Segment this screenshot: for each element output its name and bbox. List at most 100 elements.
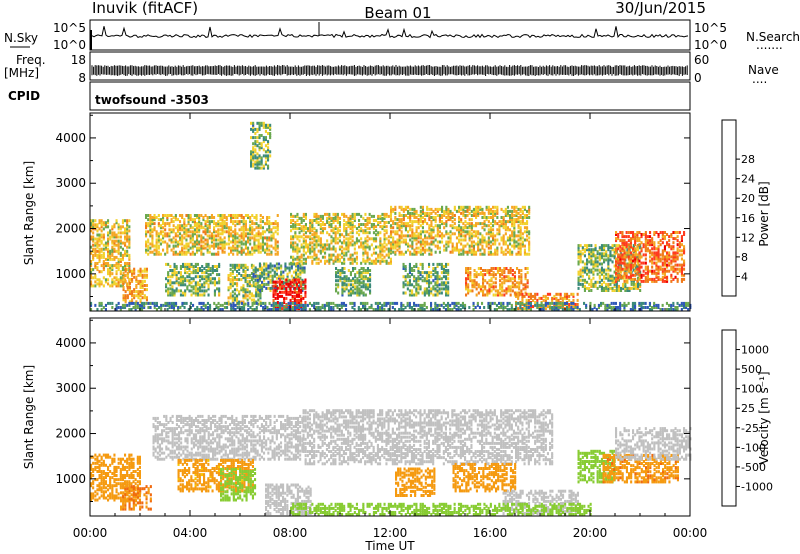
power-cell bbox=[257, 232, 260, 236]
power-cell bbox=[121, 225, 124, 229]
power-cell bbox=[509, 277, 512, 281]
power-cell bbox=[266, 248, 269, 252]
power-cell bbox=[613, 284, 616, 288]
power-cell bbox=[100, 239, 103, 243]
power-cell bbox=[300, 255, 303, 259]
power-cell bbox=[467, 277, 470, 281]
power-cell bbox=[244, 292, 247, 296]
power-cell bbox=[402, 252, 405, 256]
power-cell bbox=[470, 236, 473, 240]
power-cell bbox=[377, 221, 380, 224]
power-cell bbox=[253, 234, 256, 238]
power-cell bbox=[90, 274, 93, 278]
power-cell bbox=[189, 234, 192, 238]
power-cell bbox=[619, 259, 622, 263]
power-cell bbox=[428, 232, 431, 236]
power-cell bbox=[247, 240, 250, 244]
power-cell bbox=[309, 251, 312, 255]
power-cell bbox=[263, 278, 266, 282]
power-cell bbox=[521, 222, 524, 226]
power-cell bbox=[92, 231, 95, 235]
power-cell bbox=[179, 275, 182, 279]
power-cell bbox=[234, 220, 237, 224]
power-cell bbox=[347, 247, 350, 251]
power-cell bbox=[534, 294, 537, 298]
power-cell bbox=[107, 251, 110, 255]
power-cell bbox=[619, 231, 622, 234]
power-cell bbox=[483, 222, 486, 226]
power-cell bbox=[230, 228, 233, 232]
power-cell bbox=[328, 216, 331, 220]
power-cell bbox=[307, 243, 310, 247]
power-cell bbox=[238, 244, 241, 248]
power-cell bbox=[301, 286, 304, 290]
power-cell bbox=[115, 272, 118, 276]
power-cell bbox=[385, 259, 388, 263]
power-cell bbox=[413, 209, 416, 213]
power-cell bbox=[247, 228, 250, 232]
power-cell bbox=[525, 298, 528, 302]
power-cell bbox=[407, 248, 410, 252]
power-cell bbox=[372, 247, 375, 251]
power-cell bbox=[126, 273, 129, 277]
power-cell bbox=[309, 221, 312, 224]
power-cell bbox=[413, 238, 416, 242]
power-cell bbox=[354, 275, 357, 279]
power-cell bbox=[609, 274, 612, 278]
power-cell bbox=[295, 298, 298, 302]
power-cell bbox=[184, 289, 187, 293]
power-cell bbox=[441, 205, 444, 209]
power-cell bbox=[242, 284, 245, 288]
power-cell bbox=[126, 223, 129, 227]
power-cell bbox=[617, 235, 620, 239]
power-cell bbox=[240, 234, 243, 238]
power-cell bbox=[490, 269, 493, 272]
power-cell bbox=[298, 288, 301, 292]
power-cell bbox=[124, 278, 127, 282]
power-cell bbox=[273, 264, 276, 268]
power-cell bbox=[496, 248, 499, 252]
power-cell bbox=[292, 259, 295, 263]
power-cell bbox=[523, 294, 526, 298]
power-cell bbox=[261, 289, 264, 292]
power-cell bbox=[598, 268, 601, 272]
power-cell bbox=[605, 286, 608, 290]
power-cell bbox=[409, 238, 412, 242]
power-cell bbox=[379, 255, 382, 259]
power-cell bbox=[351, 214, 354, 218]
power-cell bbox=[464, 250, 467, 254]
power-cell bbox=[104, 280, 107, 284]
power-cell bbox=[168, 214, 171, 217]
power-cell bbox=[627, 231, 630, 234]
power-cell bbox=[353, 212, 356, 216]
power-cell bbox=[199, 283, 202, 287]
power-cell bbox=[440, 287, 443, 291]
power-cell bbox=[387, 235, 390, 239]
power-cell bbox=[126, 229, 129, 233]
power-cell bbox=[102, 262, 105, 265]
power-cell bbox=[424, 230, 427, 234]
power-cell bbox=[400, 220, 403, 224]
power-cell bbox=[449, 216, 452, 219]
power-cell bbox=[251, 252, 254, 256]
power-cell bbox=[227, 214, 230, 217]
power-cell bbox=[494, 240, 497, 244]
power-cell bbox=[532, 294, 535, 298]
power-cell bbox=[473, 281, 476, 285]
power-cell bbox=[249, 218, 252, 222]
power-cell bbox=[417, 234, 420, 238]
power-cell bbox=[244, 242, 247, 246]
power-cell bbox=[443, 248, 446, 252]
power-cell bbox=[349, 227, 352, 231]
power-cell bbox=[269, 264, 272, 268]
power-cell bbox=[563, 296, 566, 300]
power-cell bbox=[462, 228, 465, 232]
power-cell bbox=[198, 216, 201, 219]
power-cell bbox=[179, 232, 182, 236]
power-echo-region bbox=[90, 219, 131, 288]
power-cell bbox=[230, 232, 233, 236]
power-cell bbox=[407, 209, 410, 213]
power-cell bbox=[417, 291, 420, 295]
power-cell bbox=[467, 291, 470, 295]
power-cell bbox=[317, 235, 320, 239]
